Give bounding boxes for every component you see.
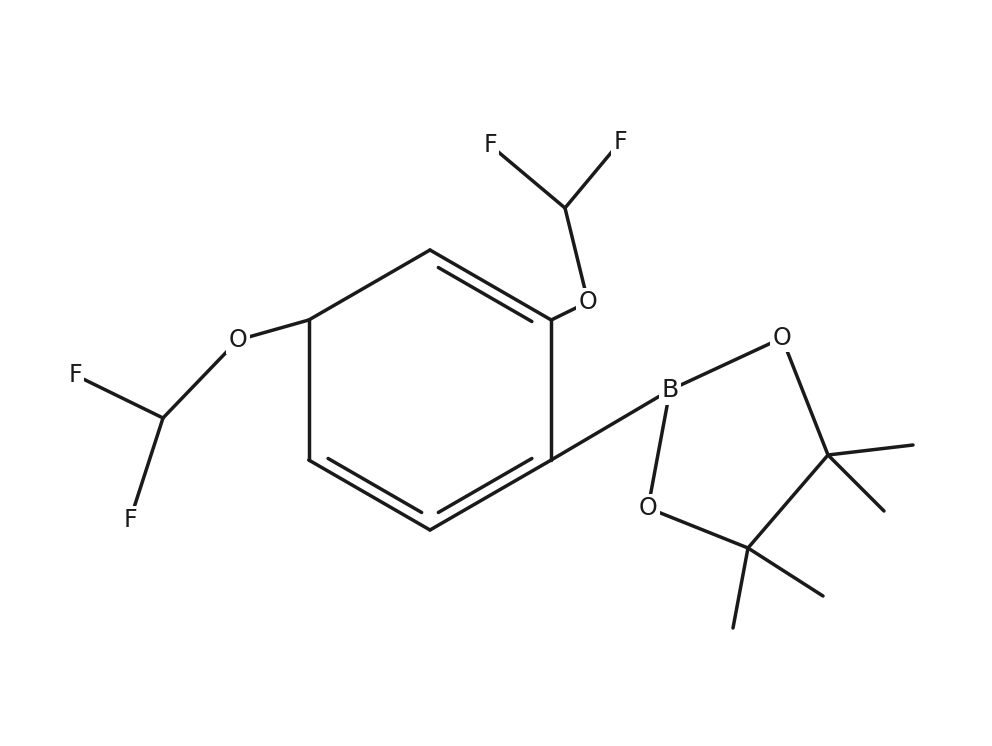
Text: F: F: [613, 130, 627, 154]
Text: O: O: [639, 496, 658, 520]
Text: B: B: [662, 378, 679, 402]
Text: F: F: [483, 133, 497, 157]
Text: O: O: [578, 290, 597, 314]
Text: F: F: [68, 363, 81, 387]
Text: O: O: [228, 328, 247, 352]
Text: F: F: [123, 508, 137, 532]
Text: O: O: [773, 326, 792, 350]
